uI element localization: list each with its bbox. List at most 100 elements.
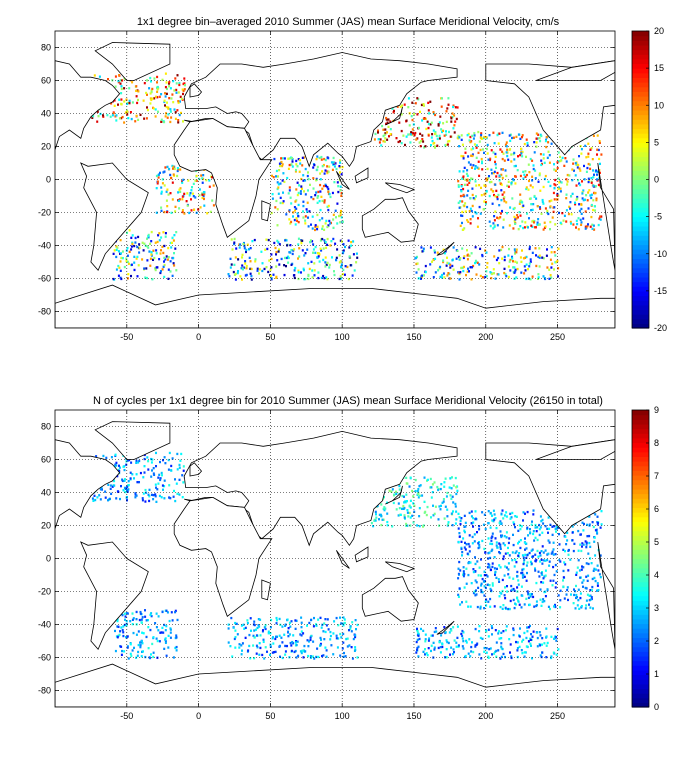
data-bin <box>166 205 169 208</box>
data-bin <box>512 260 515 263</box>
data-bin <box>441 273 444 277</box>
data-bin <box>338 214 341 218</box>
data-bin <box>321 654 324 658</box>
data-bin <box>483 585 486 588</box>
data-bin <box>122 465 125 468</box>
data-bin <box>158 494 161 498</box>
data-bin <box>131 101 134 104</box>
data-bin <box>521 249 524 252</box>
data-bin <box>304 222 307 225</box>
data-bin <box>399 105 402 108</box>
data-bin <box>481 161 484 165</box>
data-bin <box>559 190 562 193</box>
data-bin <box>126 646 129 649</box>
data-bin <box>275 199 278 203</box>
data-bin <box>539 189 542 192</box>
data-bin <box>501 257 504 260</box>
data-bin <box>543 575 546 578</box>
data-bin <box>298 247 301 250</box>
data-bin <box>113 104 116 108</box>
data-bin <box>163 256 166 260</box>
data-bin <box>500 637 503 640</box>
data-bin <box>285 256 288 260</box>
data-bin <box>485 604 488 607</box>
data-bin <box>171 241 174 245</box>
data-bin <box>161 178 164 181</box>
data-bin <box>262 640 265 644</box>
data-bin <box>579 543 582 546</box>
data-bin <box>117 625 120 629</box>
data-bin <box>316 228 319 231</box>
data-bin <box>283 273 286 277</box>
data-bin <box>592 569 595 573</box>
coastline <box>94 42 171 81</box>
data-bin <box>277 192 280 195</box>
colorbar-swatch <box>632 558 649 564</box>
data-bin <box>158 239 161 242</box>
data-bin <box>584 227 587 230</box>
data-bin <box>342 641 345 644</box>
data-bin <box>231 655 234 658</box>
data-bin <box>458 258 461 261</box>
data-bin <box>528 179 531 183</box>
data-bin <box>471 641 474 644</box>
data-bin <box>592 134 595 138</box>
data-bin <box>474 167 477 170</box>
data-bin <box>123 479 126 483</box>
data-bin <box>462 631 465 634</box>
data-bin <box>459 603 462 606</box>
data-bin <box>339 221 342 224</box>
data-bin <box>284 653 287 656</box>
data-bin <box>181 88 184 91</box>
data-bin <box>548 277 551 281</box>
data-bin <box>331 256 334 259</box>
data-bin <box>126 635 129 638</box>
data-bin <box>514 260 517 263</box>
data-bin <box>593 567 596 571</box>
colorbar-swatch <box>632 304 649 311</box>
data-bin <box>445 639 448 642</box>
data-bin <box>454 522 457 525</box>
colorbar-swatch <box>632 572 649 578</box>
data-bin <box>514 515 517 518</box>
data-bin <box>495 258 498 262</box>
data-bin <box>481 637 484 641</box>
data-bin <box>549 184 552 188</box>
data-bin <box>276 208 279 211</box>
data-bin <box>515 217 518 220</box>
data-bin <box>475 184 478 187</box>
data-bin <box>458 560 461 564</box>
data-bin <box>151 642 154 646</box>
data-bin <box>135 618 138 621</box>
data-bin <box>582 585 585 588</box>
coastline <box>183 430 458 547</box>
data-bin <box>578 203 581 206</box>
data-bin <box>109 115 112 118</box>
data-bin <box>484 184 487 188</box>
data-bin <box>315 158 318 161</box>
colorbar-swatch <box>632 40 649 46</box>
data-bin <box>188 211 191 215</box>
data-bin <box>488 584 491 587</box>
data-bin <box>297 158 300 161</box>
data-bin <box>553 206 556 209</box>
data-bin <box>596 523 599 526</box>
data-bin <box>162 171 165 174</box>
data-bin <box>549 205 552 208</box>
data-bin <box>275 619 278 622</box>
data-bin <box>340 216 343 219</box>
data-bin <box>163 210 166 214</box>
data-bin <box>447 521 450 524</box>
data-bin <box>554 184 557 187</box>
data-bin <box>385 118 388 121</box>
data-bin <box>341 622 344 625</box>
data-bin <box>287 157 290 160</box>
data-bin <box>513 151 516 155</box>
data-region <box>155 163 215 215</box>
data-bin <box>174 210 177 213</box>
data-bin <box>270 266 273 269</box>
data-bin <box>292 215 295 218</box>
data-bin <box>471 542 474 545</box>
data-bin <box>518 540 521 544</box>
data-bin <box>529 184 532 187</box>
